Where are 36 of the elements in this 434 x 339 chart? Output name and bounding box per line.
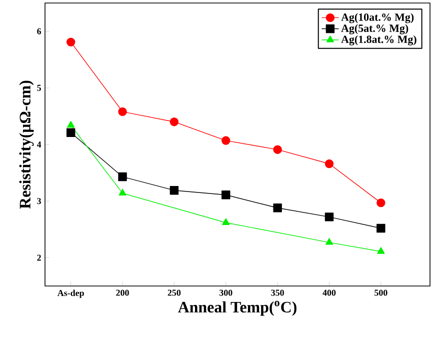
x-axis-title: Anneal Temp($^{o}$C) bbox=[178, 300, 296, 316]
point bbox=[324, 159, 334, 168]
y-tick-label: 5 bbox=[37, 84, 41, 91]
legend-label: Ag(1.8at.% Mg) bbox=[341, 35, 416, 46]
point bbox=[325, 238, 334, 245]
point bbox=[118, 107, 127, 116]
point bbox=[67, 120, 75, 128]
point bbox=[376, 224, 386, 233]
legend-label: Ag(5at.% Mg) bbox=[341, 24, 408, 34]
point bbox=[170, 118, 179, 126]
x-tick-label: 200 bbox=[116, 290, 129, 296]
x-tick-label: 500 bbox=[374, 290, 388, 296]
x-tick-label: 300 bbox=[219, 290, 232, 296]
x-tick-label: As-dep bbox=[57, 290, 84, 298]
point bbox=[118, 188, 126, 196]
point bbox=[222, 218, 230, 225]
x-tick-label: 350 bbox=[271, 290, 284, 296]
point bbox=[222, 136, 230, 145]
point bbox=[66, 38, 76, 46]
point bbox=[273, 204, 282, 212]
legend-label: Ag(10at.% Mg) bbox=[341, 13, 414, 24]
x-tick-label: 250 bbox=[168, 290, 181, 296]
y-tick-label: 3 bbox=[37, 198, 41, 204]
point bbox=[118, 172, 127, 182]
x-tick-label: 400 bbox=[322, 290, 336, 296]
point bbox=[377, 247, 385, 254]
point bbox=[222, 190, 230, 200]
point bbox=[324, 212, 334, 222]
point bbox=[376, 198, 386, 208]
y-axis-title: Resistivity(μΩ-cm) bbox=[19, 80, 34, 209]
y-tick-label: 2 bbox=[37, 254, 41, 261]
point bbox=[66, 128, 76, 137]
point bbox=[170, 186, 179, 195]
y-tick-label: 6 bbox=[37, 28, 42, 34]
point bbox=[273, 145, 282, 154]
y-tick-label: 4 bbox=[36, 142, 42, 148]
